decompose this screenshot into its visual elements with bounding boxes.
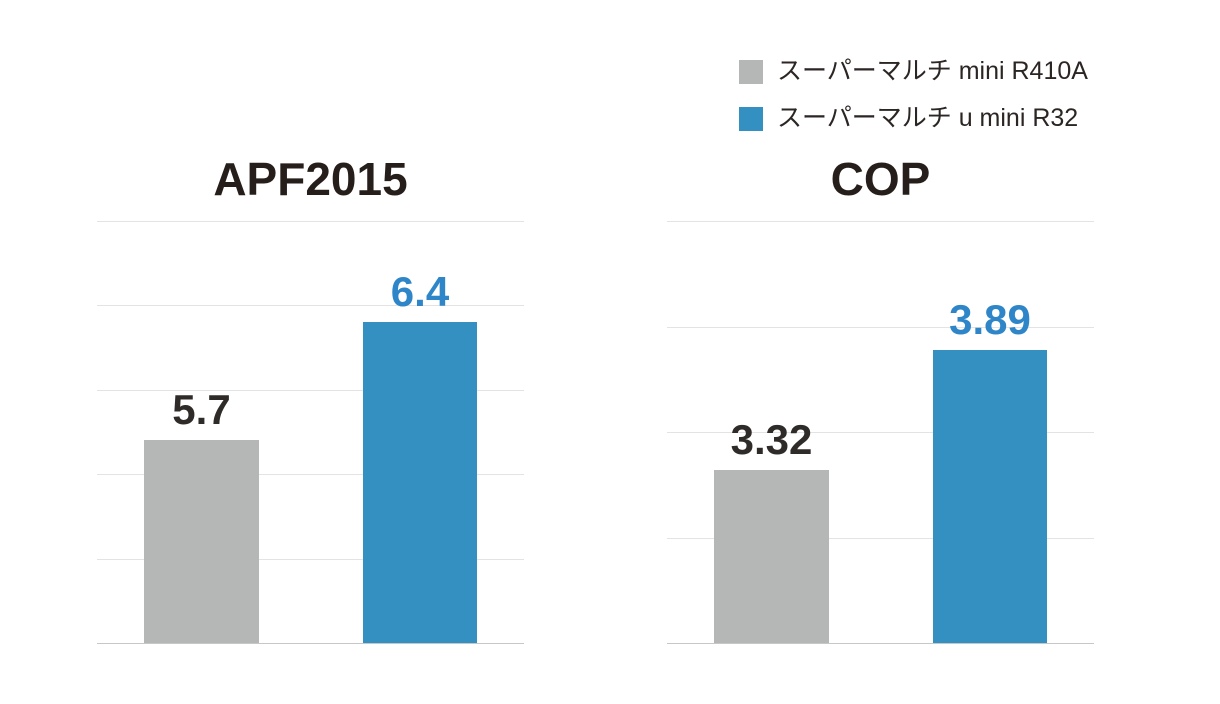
bar-r32	[933, 349, 1047, 643]
gridline	[97, 389, 524, 391]
legend-label-r32: スーパーマルチ u mini R32	[777, 104, 1079, 132]
gridline	[667, 537, 1094, 539]
chart-title-apf2015: APF2015	[213, 153, 408, 205]
plot-area-cop: 3.32 3.89	[667, 221, 1094, 644]
gridline	[667, 432, 1094, 433]
legend: スーパーマルチ mini R410A スーパーマルチ u mini R32	[739, 59, 1088, 131]
bar-value-label-r410a: 5.7	[172, 386, 231, 434]
gridline	[97, 558, 524, 560]
legend-swatch-blue	[739, 106, 763, 131]
gridline	[667, 221, 1094, 222]
x-axis-baseline	[667, 643, 1094, 644]
legend-item-r32: スーパーマルチ u mini R32	[739, 106, 1088, 131]
bar-r410a	[714, 469, 829, 643]
gridline	[97, 221, 524, 222]
legend-label-r410a: スーパーマルチ mini R410A	[777, 57, 1088, 85]
gridline	[97, 305, 524, 307]
chart-title-cop: COP	[830, 153, 931, 205]
gridline	[667, 326, 1094, 328]
gridline	[97, 474, 524, 476]
x-axis-baseline	[97, 643, 524, 644]
bar-value-label-r32: 6.4	[390, 268, 450, 316]
plot-area-apf2015: 5.7 6.4	[97, 221, 524, 644]
bar-r32	[363, 322, 477, 643]
bar-value-label-r32: 3.89	[949, 295, 1031, 343]
legend-swatch-gray	[739, 59, 763, 84]
bar-r410a	[144, 440, 259, 643]
bar-value-label-r410a: 3.32	[730, 415, 813, 463]
legend-item-r410a: スーパーマルチ mini R410A	[739, 59, 1088, 84]
